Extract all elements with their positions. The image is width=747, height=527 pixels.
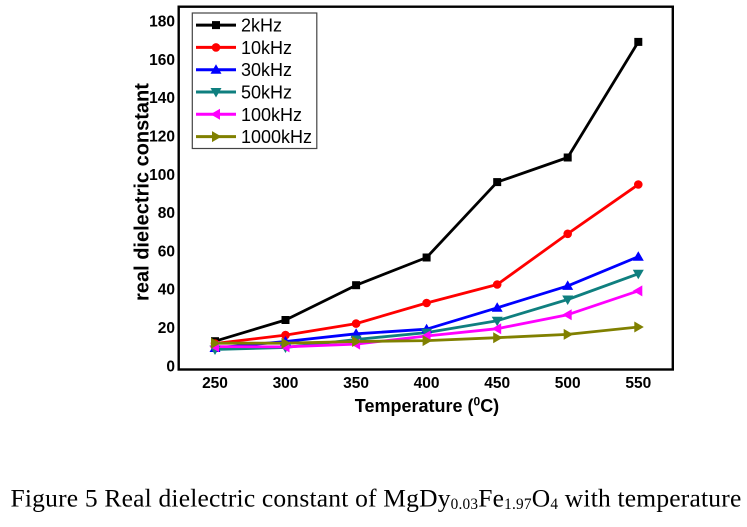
svg-text:60: 60 bbox=[158, 243, 175, 260]
svg-text:20: 20 bbox=[158, 320, 175, 337]
svg-text:0: 0 bbox=[166, 358, 175, 375]
svg-text:Figure 5 Real dielectric const: Figure 5 Real dielectric constant of MgD… bbox=[11, 484, 742, 514]
svg-text:400: 400 bbox=[414, 375, 440, 392]
svg-text:500: 500 bbox=[555, 375, 581, 392]
svg-text:250: 250 bbox=[202, 375, 228, 392]
svg-text:100kHz: 100kHz bbox=[241, 105, 302, 125]
svg-text:180: 180 bbox=[149, 14, 175, 31]
svg-text:450: 450 bbox=[484, 375, 510, 392]
svg-text:160: 160 bbox=[149, 52, 175, 69]
svg-text:30kHz: 30kHz bbox=[241, 60, 292, 80]
svg-text:2kHz: 2kHz bbox=[241, 16, 282, 36]
svg-text:300: 300 bbox=[273, 375, 299, 392]
svg-text:40: 40 bbox=[158, 282, 175, 299]
svg-text:10kHz: 10kHz bbox=[241, 38, 292, 58]
svg-text:real dielectric constant: real dielectric constant bbox=[132, 83, 154, 301]
svg-text:120: 120 bbox=[149, 128, 175, 145]
svg-text:550: 550 bbox=[625, 375, 651, 392]
svg-text:80: 80 bbox=[158, 205, 175, 222]
svg-text:1000kHz: 1000kHz bbox=[241, 127, 312, 147]
svg-text:Temperature (0C): Temperature (0C) bbox=[355, 395, 499, 417]
svg-text:350: 350 bbox=[343, 375, 369, 392]
svg-text:140: 140 bbox=[149, 90, 175, 107]
svg-text:50kHz: 50kHz bbox=[241, 83, 292, 103]
svg-text:100: 100 bbox=[149, 167, 175, 184]
